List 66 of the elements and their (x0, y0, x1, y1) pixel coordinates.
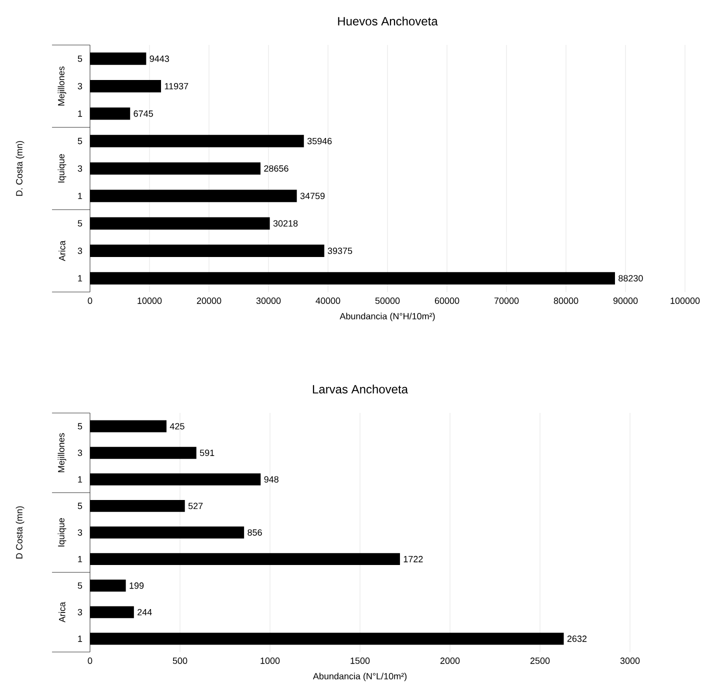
text: Mejillones (58, 433, 66, 472)
x-tick-label: 1500 (350, 658, 370, 664)
y-tick-label: 5 (78, 582, 82, 589)
x-tick-label: 70000 (494, 298, 519, 304)
data-label: 39375 (328, 248, 352, 254)
x-tick-label: 80000 (554, 298, 578, 304)
y-tick-label: 3 (78, 529, 82, 536)
data-label: 34759 (300, 192, 325, 200)
data-label: 591 (200, 450, 214, 456)
y-tick-label: 3 (78, 165, 82, 172)
x-tick-label: 50000 (375, 298, 400, 304)
data-label: 88230 (618, 275, 643, 282)
x-axis-title: Abundancia (N°L/10m²) (312, 672, 406, 682)
data-label: 30218 (273, 220, 298, 227)
x-tick-label: 100000 (670, 298, 700, 304)
x-tick-label: 3000 (620, 658, 640, 664)
data-label: 948 (264, 476, 278, 483)
data-label: 9443 (150, 56, 170, 62)
y-tick-label: 5 (78, 56, 82, 62)
x-tick-label: 40000 (316, 298, 340, 304)
y-tick-label: 5 (78, 220, 82, 227)
x-tick-label: 500 (172, 658, 188, 664)
y-tick-label: 1 (78, 275, 82, 282)
x-tick-label: 1000 (260, 658, 280, 664)
x-tick-label: 30000 (256, 298, 281, 304)
x-axis-title: Abundancia (N°H/10m²) (340, 312, 435, 322)
data-label: 425 (170, 423, 184, 430)
y-tick-label: 3 (78, 82, 82, 90)
data-label: 1722 (404, 556, 423, 562)
text: Iquique (58, 154, 66, 182)
x-tick-label: 0 (88, 298, 92, 304)
data-label: 856 (248, 529, 262, 536)
chart-title: Larvas Anchoveta (312, 384, 408, 394)
x-tick-label: 90000 (613, 298, 638, 304)
data-label: 35946 (307, 138, 332, 144)
text: Arica (58, 602, 66, 622)
data-label: 6745 (134, 110, 153, 117)
y-tick-label: 1 (78, 636, 82, 642)
y-tick-label: 3 (78, 608, 82, 616)
y-axis-title: D Costa (mn) (16, 506, 24, 559)
y-tick-label: 5 (78, 423, 82, 430)
x-tick-label: 10000 (138, 298, 162, 304)
data-label: 11937 (164, 82, 188, 90)
text: Mejillones (58, 66, 66, 106)
x-tick-label: 2000 (440, 658, 460, 664)
chart-title: Huevos Anchoveta (338, 16, 438, 26)
y-tick-label: 3 (78, 248, 82, 254)
y-tick-label: 5 (78, 138, 82, 144)
x-tick-label: 2500 (530, 658, 550, 664)
data-label: 199 (130, 582, 144, 589)
text: Arica (58, 240, 66, 262)
y-tick-label: 1 (78, 476, 82, 482)
data-label: 28656 (264, 165, 288, 172)
data-label: 2632 (567, 636, 587, 642)
x-tick-label: 0 (88, 658, 92, 664)
y-tick-label: 3 (78, 450, 82, 456)
y-tick-label: 1 (78, 192, 82, 200)
y-tick-label: 1 (78, 556, 82, 562)
text: Iquique (58, 518, 66, 546)
data-label: 527 (188, 502, 203, 510)
x-tick-label: 20000 (196, 298, 222, 304)
y-axis-title: D. Costa (mn) (16, 141, 24, 196)
y-tick-label: 5 (78, 502, 82, 510)
x-tick-label: 60000 (434, 298, 460, 304)
data-label: 244 (138, 609, 152, 616)
y-tick-label: 1 (78, 110, 82, 117)
